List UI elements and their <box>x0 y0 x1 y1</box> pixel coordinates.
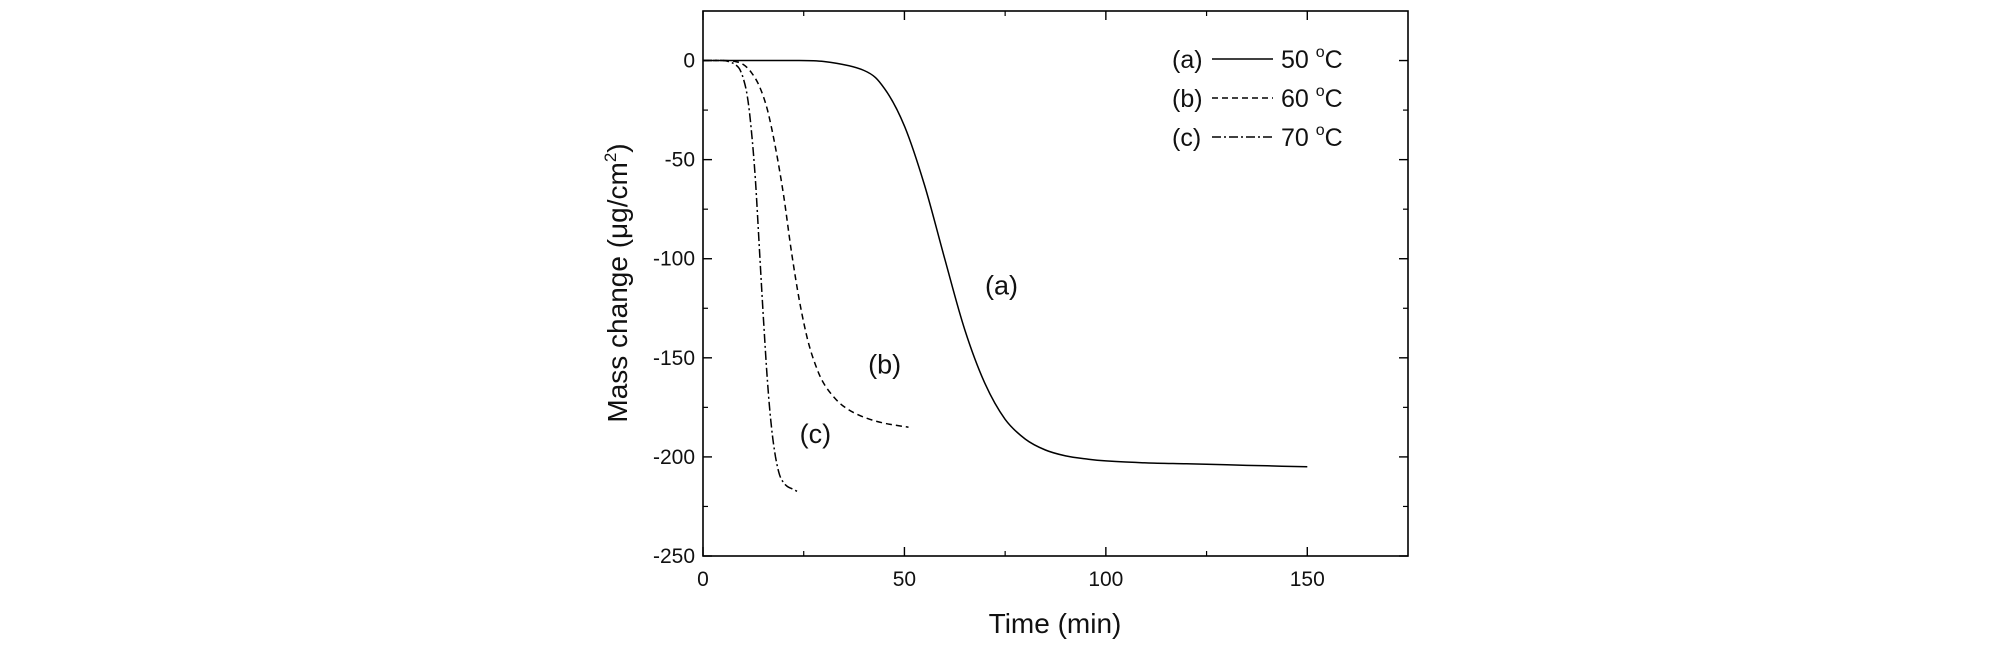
axis-ticks <box>702 11 1408 557</box>
legend-temp: 70 <box>1281 124 1316 152</box>
y-axis-title: Mass change (μg/cm2) <box>601 143 633 422</box>
y-tick-label: -100 <box>653 248 695 271</box>
legend-entry-label: 60 oC <box>1281 83 1343 113</box>
curve-label: (a) <box>985 270 1018 300</box>
series-line <box>702 59 909 428</box>
x-tick-label: 0 <box>697 568 709 591</box>
legend-degree: o <box>1316 44 1325 61</box>
y-tick-label: -50 <box>665 149 695 172</box>
legend-degree: o <box>1316 122 1325 139</box>
legend-degree: o <box>1316 83 1325 100</box>
y-tick-label: -150 <box>653 347 695 370</box>
legend-unit: C <box>1325 124 1343 152</box>
legend-entry-id: (c) <box>1172 124 1201 152</box>
curve-label: (b) <box>868 350 901 380</box>
legend-temp: 60 <box>1281 85 1316 113</box>
legend-entry-label: 70 oC <box>1281 122 1343 152</box>
x-tick-label: 50 <box>893 568 916 591</box>
legend-unit: C <box>1325 85 1343 113</box>
plot-frame <box>702 10 1409 557</box>
legend-entry-id: (b) <box>1172 85 1203 113</box>
y-tick-label: -200 <box>653 446 695 469</box>
y-axis-title-unit: μg/cm <box>602 162 633 239</box>
y-axis-title-close: ) <box>602 143 633 152</box>
x-tick-label: 100 <box>1088 568 1123 591</box>
series-line <box>702 59 1308 468</box>
legend-entry-id: (a) <box>1172 46 1203 74</box>
y-axis-title-sup: 2 <box>601 153 620 162</box>
series-line <box>702 59 801 494</box>
x-tick-label: 150 <box>1290 568 1325 591</box>
legend-temp: 50 <box>1281 46 1316 74</box>
axis-tick-labels: 0 50 100 150 0 -50 -100 -150 -200 -250 <box>653 50 1325 591</box>
legend: (a) 50 oC(b) 60 oC(c) 70 oC <box>1172 44 1343 152</box>
y-tick-label: -250 <box>653 545 695 568</box>
legend-entry-label: 50 oC <box>1281 44 1343 74</box>
y-axis-title-text: Mass change ( <box>602 238 633 422</box>
legend-unit: C <box>1325 46 1343 74</box>
curve-labels: (a) (b) (c) <box>800 270 1018 449</box>
curve-label: (c) <box>800 419 831 449</box>
data-series <box>702 59 1308 494</box>
x-axis-title: Time (min) <box>989 608 1122 639</box>
y-tick-label: 0 <box>683 50 695 73</box>
